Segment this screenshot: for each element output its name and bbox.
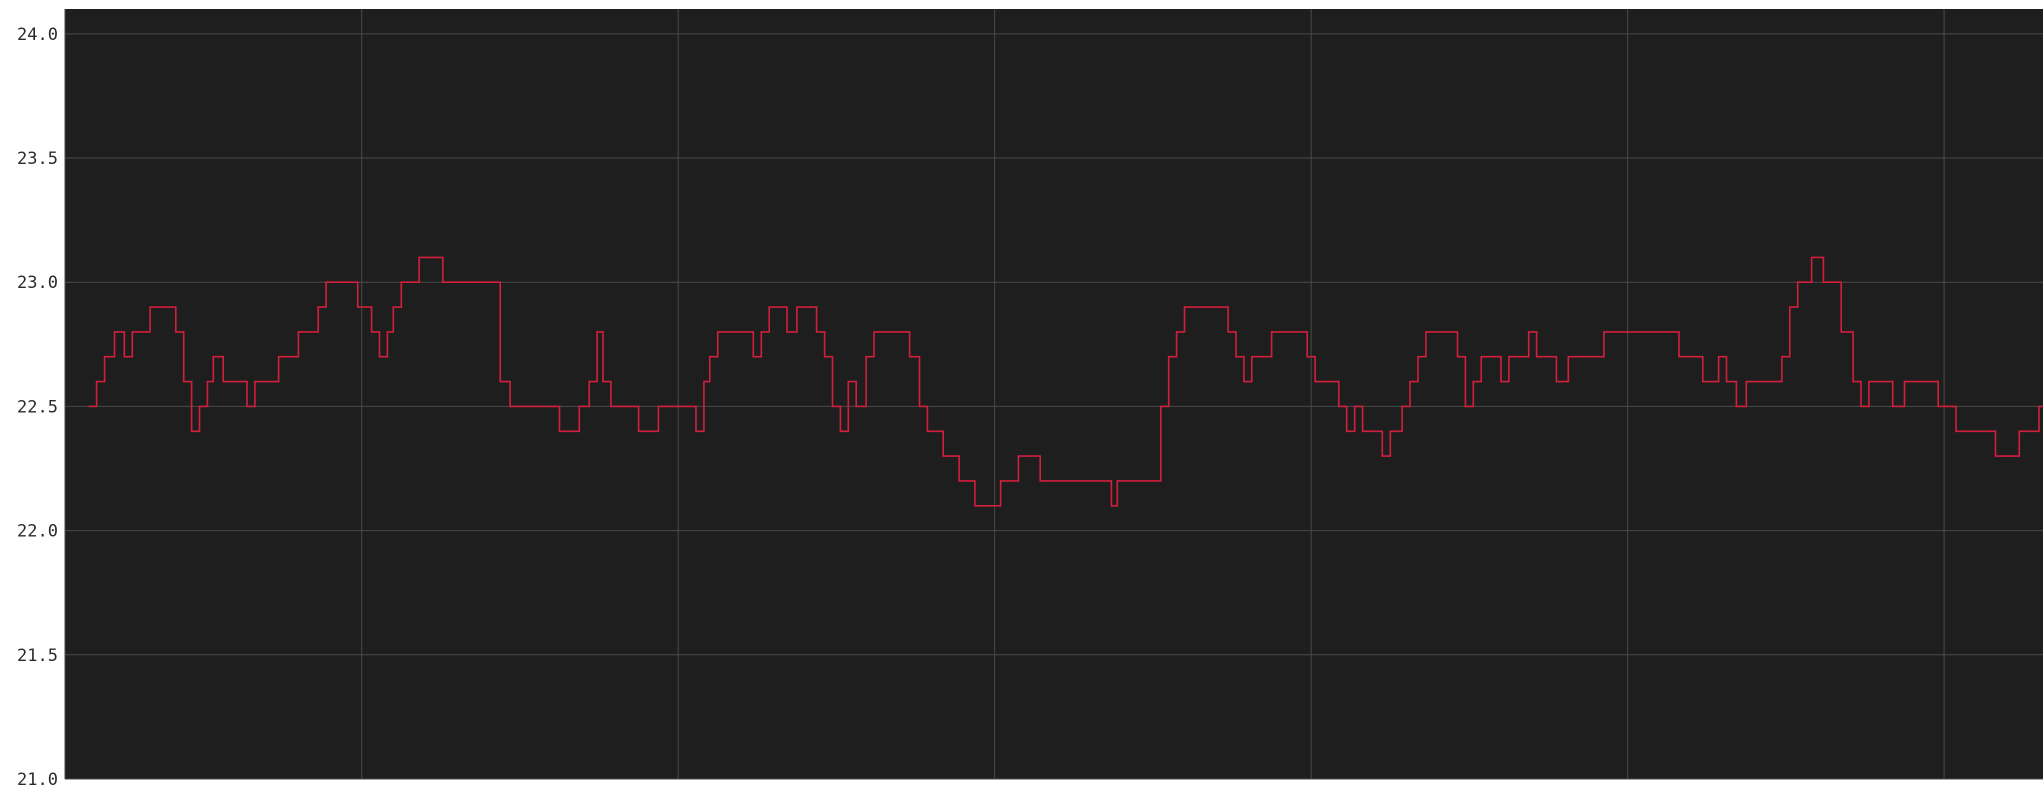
grid-lines [64,9,2043,780]
series-line [88,256,2043,507]
y-tick-label: 21.5 [17,646,58,666]
y-tick-label: 22.5 [17,397,58,417]
y-axis-ticks: 24.0 23.5 23.0 22.5 22.0 21.5 21.0 [17,25,58,785]
y-tick-label: 23.5 [17,149,58,169]
y-tick-label: 21.0 [17,770,58,785]
y-tick-label: 23.0 [17,273,58,293]
y-tick-label: 24.0 [17,25,58,45]
plot-background [65,9,2043,779]
plot-area [65,9,2043,779]
y-tick-label: 22.0 [17,522,58,542]
series-layer [88,256,2043,507]
